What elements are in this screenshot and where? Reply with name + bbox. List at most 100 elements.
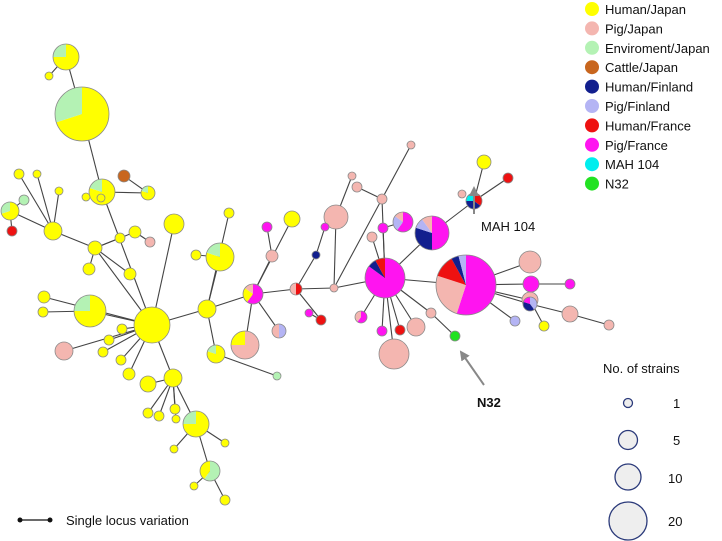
node-slice <box>539 321 549 331</box>
strain-node <box>163 368 183 388</box>
legend-label: Enviroment/Japan <box>605 41 710 56</box>
node-slice <box>206 243 235 271</box>
node-outline <box>142 407 154 419</box>
tree-edge <box>430 312 456 337</box>
strain-node <box>163 213 185 235</box>
node-slice <box>324 205 348 229</box>
strain-node <box>283 210 301 228</box>
strain-node <box>189 481 199 491</box>
node-slice <box>407 141 415 149</box>
node-outline <box>73 294 107 328</box>
node-slice <box>523 276 539 292</box>
legend-swatch <box>585 79 599 94</box>
strain-node <box>54 86 110 142</box>
node-slice <box>172 415 180 423</box>
node-slice <box>355 311 361 322</box>
node-slice <box>124 268 136 280</box>
node-outline <box>376 325 388 337</box>
strain-node <box>377 222 389 234</box>
strain-node <box>538 320 550 332</box>
strain-node <box>199 460 221 482</box>
strain-node <box>502 172 514 184</box>
node-slice <box>143 408 153 418</box>
legend-label: Human/Japan <box>605 2 686 17</box>
node-outline <box>564 278 576 290</box>
node-outline <box>449 330 461 342</box>
strain-node <box>123 267 137 281</box>
node-slice <box>395 325 405 335</box>
node-slice <box>198 300 216 318</box>
strain-node <box>139 375 157 393</box>
node-outline <box>223 207 235 219</box>
node-outline <box>394 324 406 336</box>
node-slice <box>38 307 48 317</box>
node-slice <box>204 461 220 481</box>
node-slice <box>170 404 180 414</box>
tree-edge <box>215 353 278 377</box>
node-slice <box>88 241 102 255</box>
strain-node <box>97 346 109 358</box>
tree-edge <box>295 288 322 321</box>
strain-node <box>261 221 273 233</box>
strain-node <box>44 71 54 81</box>
node-slice <box>530 297 537 310</box>
strain-node <box>449 330 461 342</box>
edge-legend-dot-right <box>47 517 53 523</box>
node-slice <box>116 355 126 365</box>
node-outline <box>392 211 414 233</box>
node-outline <box>509 315 521 327</box>
n32-arrow <box>459 350 485 386</box>
strain-node <box>242 283 264 305</box>
node-outline <box>476 154 492 170</box>
node-outline <box>364 257 406 299</box>
node-outline <box>171 414 181 424</box>
legend-swatch <box>585 137 599 152</box>
node-slice <box>523 297 530 304</box>
node-outline <box>116 323 128 335</box>
node-slice <box>377 326 387 336</box>
node-slice <box>510 316 520 326</box>
node-slice <box>290 283 296 295</box>
node-slice <box>55 187 63 195</box>
node-slice <box>117 324 127 334</box>
node-outline <box>289 282 303 296</box>
strain-node <box>223 207 235 219</box>
strain-node <box>220 438 230 448</box>
node-outline <box>13 168 25 180</box>
strain-node <box>406 317 426 337</box>
node-outline <box>43 221 63 241</box>
strain-node <box>128 225 142 239</box>
node-outline <box>114 232 126 244</box>
node-slice <box>451 255 466 285</box>
node-outline <box>163 213 185 235</box>
strain-node <box>87 240 103 256</box>
strain-node <box>376 325 388 337</box>
node-slice <box>56 87 109 141</box>
node-outline <box>425 307 437 319</box>
node-outline <box>189 481 199 491</box>
node-outline <box>103 334 115 346</box>
strain-node <box>52 43 80 71</box>
node-slice <box>352 182 362 192</box>
node-slice <box>154 411 164 421</box>
node-outline <box>115 354 127 366</box>
node-slice <box>284 211 300 227</box>
node-slice <box>0 202 11 214</box>
strain-node <box>351 181 363 193</box>
node-outline <box>117 169 131 183</box>
strain-node <box>272 371 282 381</box>
node-outline <box>139 375 157 393</box>
node-slice <box>367 232 377 242</box>
node-outline <box>54 341 74 361</box>
node-slice <box>272 324 279 338</box>
node-slice <box>316 315 326 325</box>
node-slice <box>183 411 196 424</box>
node-outline <box>366 231 378 243</box>
node-outline <box>82 262 96 276</box>
node-slice <box>140 376 156 392</box>
node-slice <box>437 258 466 285</box>
node-slice <box>104 335 114 345</box>
node-slice <box>129 226 141 238</box>
node-outline <box>561 305 579 323</box>
